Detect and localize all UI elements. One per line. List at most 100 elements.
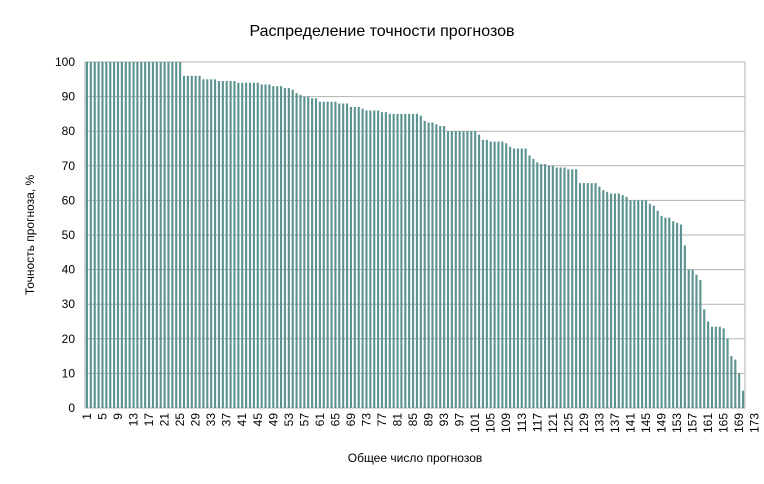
y-tick-label: 70 xyxy=(62,159,76,173)
x-tick-label: 101 xyxy=(468,413,482,433)
bar xyxy=(664,217,667,408)
bar xyxy=(617,193,620,408)
bar xyxy=(578,183,582,408)
x-tick-label: 153 xyxy=(670,413,684,433)
x-tick-label: 145 xyxy=(639,413,653,433)
bar xyxy=(648,203,651,408)
bar xyxy=(672,221,675,408)
bar xyxy=(132,62,135,408)
bar xyxy=(547,165,551,408)
y-tick-label: 30 xyxy=(62,297,76,311)
bar xyxy=(714,326,717,408)
bar xyxy=(384,112,387,409)
y-tick-label: 100 xyxy=(55,55,75,69)
x-tick-label: 105 xyxy=(484,413,498,433)
chart-title: Распределение точности прогнозов xyxy=(249,23,514,40)
x-tick-label: 69 xyxy=(344,413,358,427)
bar xyxy=(567,169,570,408)
y-tick-label: 80 xyxy=(62,124,76,138)
bar xyxy=(287,87,290,408)
bar xyxy=(718,326,721,408)
bar xyxy=(272,86,275,408)
bar xyxy=(598,186,601,408)
bar xyxy=(229,81,232,408)
bar xyxy=(252,82,255,408)
bar xyxy=(738,373,741,408)
x-tick-label: 17 xyxy=(142,413,156,427)
x-tick-label: 129 xyxy=(577,413,591,433)
x-tick-label: 173 xyxy=(748,413,762,433)
y-tick-label: 10 xyxy=(62,366,76,380)
bar xyxy=(586,183,589,408)
bar xyxy=(396,113,399,409)
bar xyxy=(167,62,170,408)
x-tick-label: 141 xyxy=(623,413,637,433)
bar xyxy=(241,82,244,408)
bar xyxy=(120,62,123,408)
y-tick-label: 50 xyxy=(62,228,76,242)
bar xyxy=(637,200,640,408)
bar xyxy=(349,106,353,408)
bar xyxy=(314,98,318,408)
bar xyxy=(116,62,120,408)
bar xyxy=(97,62,100,408)
bar xyxy=(563,167,566,408)
bar xyxy=(109,62,112,408)
bar xyxy=(419,115,422,408)
bar xyxy=(411,113,415,409)
bar xyxy=(128,62,131,408)
x-tick-label: 49 xyxy=(266,413,280,427)
x-tick-label: 53 xyxy=(282,413,296,427)
bar xyxy=(113,62,116,408)
bar xyxy=(101,62,104,408)
bar xyxy=(633,200,636,408)
x-tick-label: 137 xyxy=(608,413,622,433)
bar xyxy=(408,113,411,409)
x-tick-label: 113 xyxy=(515,413,529,432)
bar xyxy=(283,87,287,408)
bar xyxy=(345,103,349,409)
bar xyxy=(163,62,166,408)
bar xyxy=(489,141,492,408)
y-tick-label: 60 xyxy=(62,193,76,207)
x-tick-label: 25 xyxy=(173,413,187,427)
bar xyxy=(155,62,158,408)
bar xyxy=(400,113,403,409)
y-tick-label: 40 xyxy=(62,263,76,277)
x-tick-label: 21 xyxy=(158,413,172,427)
bar xyxy=(213,79,217,409)
bar xyxy=(268,84,271,409)
bar xyxy=(89,62,92,408)
bar xyxy=(501,141,504,408)
x-tick-label: 33 xyxy=(204,413,218,427)
bar xyxy=(559,167,562,408)
bar xyxy=(613,193,617,408)
bar xyxy=(256,82,259,408)
bar xyxy=(330,101,333,408)
bar xyxy=(369,110,372,408)
bar xyxy=(741,390,745,408)
bar xyxy=(516,148,519,408)
bar xyxy=(625,196,628,408)
bar xyxy=(322,101,325,408)
x-axis-label: Общее число прогнозов xyxy=(348,451,483,465)
bar xyxy=(675,222,679,408)
bar xyxy=(571,169,574,408)
bar xyxy=(660,215,663,408)
bar xyxy=(295,93,298,408)
bar xyxy=(85,62,89,408)
x-axis-ticks: 1 5 9 13 17 21 25 29 33 37 41 45 49 53 57 61 65 69 73 77 81 8… xyxy=(80,413,762,433)
x-tick-label: 161 xyxy=(701,413,715,433)
bar xyxy=(179,62,182,408)
bar xyxy=(194,75,197,408)
bar xyxy=(656,210,659,408)
bar xyxy=(629,200,632,408)
x-tick-label: 57 xyxy=(297,413,311,427)
bar xyxy=(136,62,139,408)
bar xyxy=(140,62,143,408)
bar xyxy=(342,103,345,409)
bar xyxy=(606,191,609,408)
bar xyxy=(318,101,321,408)
bar xyxy=(454,131,457,408)
bar xyxy=(543,164,547,408)
